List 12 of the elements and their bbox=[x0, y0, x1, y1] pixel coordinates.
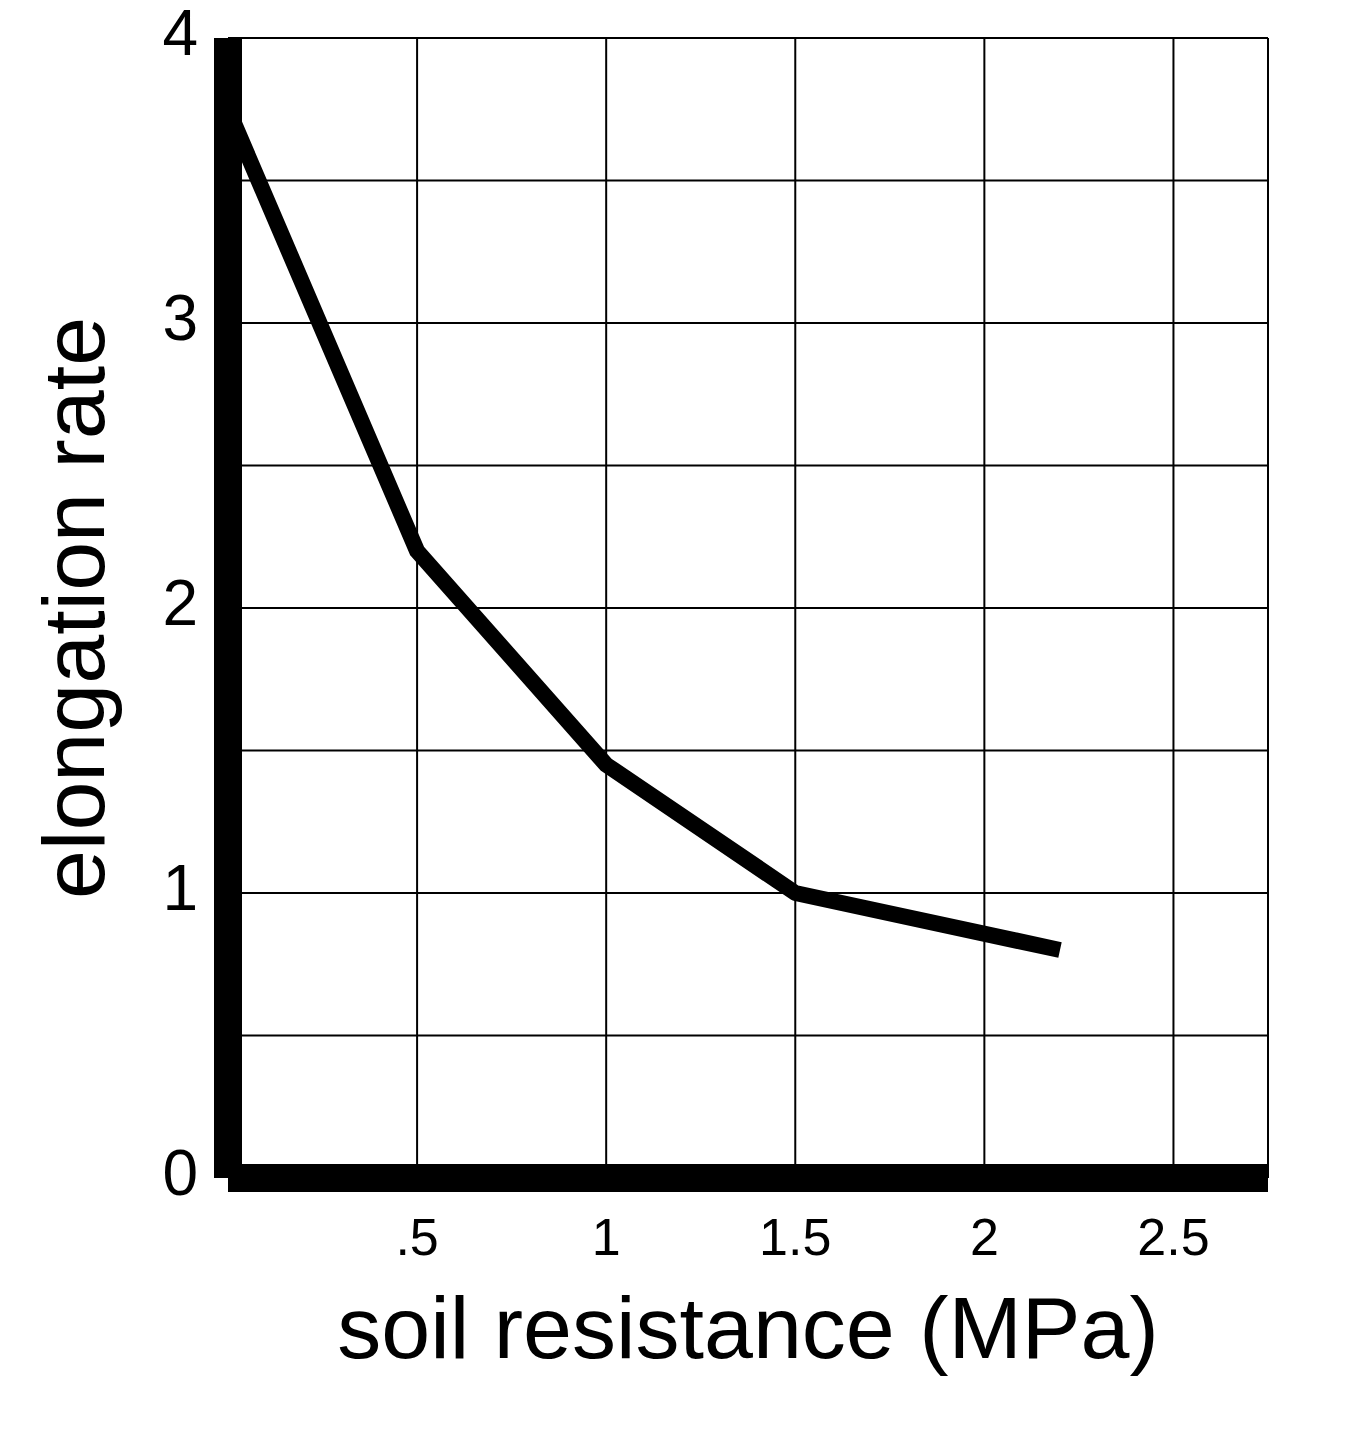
x-tick-label: 1 bbox=[591, 1207, 621, 1266]
x-tick-label: .5 bbox=[395, 1207, 439, 1266]
y-tick-label: 3 bbox=[162, 281, 198, 354]
y-tick-label: 0 bbox=[162, 1136, 198, 1209]
x-axis-title: soil resistance (MPa) bbox=[337, 1278, 1159, 1377]
y-tick-label: 2 bbox=[162, 566, 198, 639]
y-tick-label: 4 bbox=[162, 0, 198, 69]
y-tick-label: 1 bbox=[162, 851, 198, 924]
x-tick-label: 1.5 bbox=[759, 1207, 832, 1266]
x-tick-label: 2 bbox=[969, 1207, 999, 1266]
y-axis-title: elongation rate bbox=[23, 316, 123, 900]
x-tick-label: 2.5 bbox=[1137, 1207, 1210, 1266]
